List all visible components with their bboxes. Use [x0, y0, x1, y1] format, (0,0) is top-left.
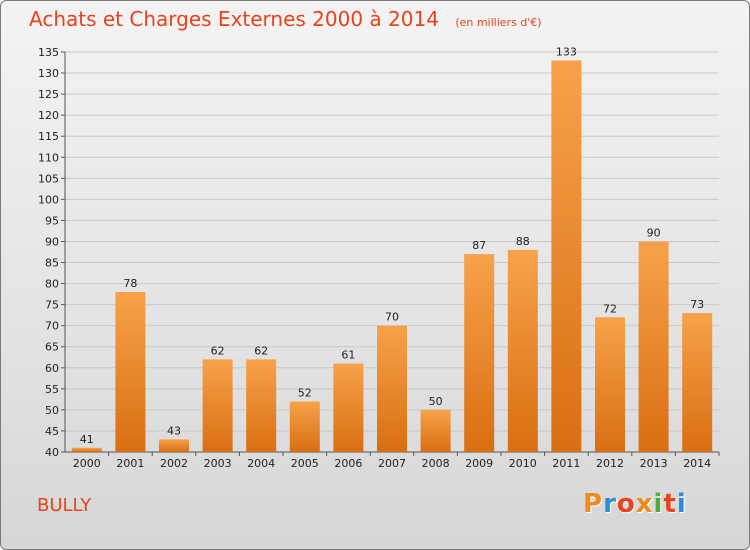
- data-label: 62: [211, 344, 225, 357]
- logo-letter: t: [663, 489, 677, 519]
- y-tick-label: 135: [38, 46, 59, 59]
- y-tick-label: 50: [45, 404, 59, 417]
- bar: [507, 249, 538, 452]
- x-tick-label: 2002: [160, 457, 188, 470]
- x-tick-label: 2003: [204, 457, 232, 470]
- x-tick-label: 2011: [552, 457, 580, 470]
- bar: [377, 325, 407, 452]
- x-tick-label: 2007: [378, 457, 406, 470]
- x-tick-label: 2012: [596, 457, 624, 470]
- data-label: 88: [516, 235, 530, 248]
- y-tick-label: 55: [45, 383, 59, 396]
- x-tick-label: 2013: [640, 457, 668, 470]
- y-tick-label: 105: [38, 172, 59, 185]
- data-label: 41: [80, 433, 94, 446]
- bar: [638, 241, 669, 452]
- data-label: 70: [385, 311, 399, 324]
- y-tick-label: 80: [45, 278, 59, 291]
- y-tick-label: 110: [38, 151, 59, 164]
- data-label: 73: [690, 298, 704, 311]
- logo-letter: i: [676, 489, 687, 519]
- y-tick-label: 90: [45, 235, 59, 248]
- x-tick-label: 2000: [73, 457, 101, 470]
- y-tick-label: 120: [38, 109, 59, 122]
- y-tick-label: 85: [45, 257, 59, 270]
- bar: [333, 363, 364, 452]
- data-label: 90: [647, 226, 661, 239]
- y-tick-label: 70: [45, 320, 59, 333]
- bars: [71, 60, 713, 452]
- chart-title-text: Achats et Charges Externes 2000 à 2014: [29, 7, 439, 31]
- x-tick-label: 2005: [291, 457, 319, 470]
- logo-letter: P: [583, 489, 604, 519]
- data-label: 78: [123, 277, 137, 290]
- bar: [115, 292, 146, 452]
- labels: 40 45 50 55 60 65 70 75 80 85 90 95 100 105 110 115 120 1…: [38, 45, 711, 470]
- x-tick-label: 2006: [334, 457, 362, 470]
- bar: [246, 359, 277, 452]
- chart-subtitle: (en milliers d'€): [455, 16, 542, 29]
- x-tick-label: 2008: [422, 457, 450, 470]
- logo-letter: i: [653, 489, 664, 519]
- data-label: 61: [341, 349, 355, 362]
- data-label: 133: [556, 45, 577, 58]
- x-tick-label: 2014: [683, 457, 711, 470]
- y-tick-label: 65: [45, 341, 59, 354]
- x-tick-label: 2004: [247, 457, 275, 470]
- y-tick-label: 115: [38, 130, 59, 143]
- data-label: 72: [603, 302, 617, 315]
- data-label: 43: [167, 424, 181, 437]
- y-tick-label: 125: [38, 88, 59, 101]
- logo-letter: o: [616, 489, 636, 519]
- x-tick-label: 2001: [116, 457, 144, 470]
- bar: [551, 60, 582, 452]
- y-tick-label: 130: [38, 67, 59, 80]
- x-tick-label: 2009: [465, 457, 493, 470]
- commune-name: BULLY: [37, 495, 92, 516]
- bar: [159, 439, 189, 452]
- data-label: 87: [472, 239, 486, 252]
- y-tick-label: 95: [45, 214, 59, 227]
- logo-letter: x: [635, 489, 654, 519]
- data-label: 62: [254, 344, 268, 357]
- bar: [289, 401, 320, 452]
- bar: [71, 447, 102, 452]
- y-tick-label: 100: [38, 193, 59, 206]
- bar: [682, 313, 713, 452]
- bar: [420, 409, 451, 452]
- logo-letter: r: [603, 489, 617, 519]
- proxiti-logo: Proxiti: [583, 489, 687, 519]
- y-tick-label: 75: [45, 299, 59, 312]
- data-label: 50: [429, 395, 443, 408]
- chart-title: Achats et Charges Externes 2000 à 2014 (…: [29, 7, 542, 31]
- y-tick-label: 60: [45, 362, 59, 375]
- bar: [464, 254, 495, 452]
- bar: [202, 359, 233, 452]
- y-tick-label: 45: [45, 425, 59, 438]
- x-tick-label: 2010: [509, 457, 537, 470]
- y-tick-label: 40: [45, 446, 59, 459]
- data-label: 52: [298, 386, 312, 399]
- bar: [595, 317, 625, 452]
